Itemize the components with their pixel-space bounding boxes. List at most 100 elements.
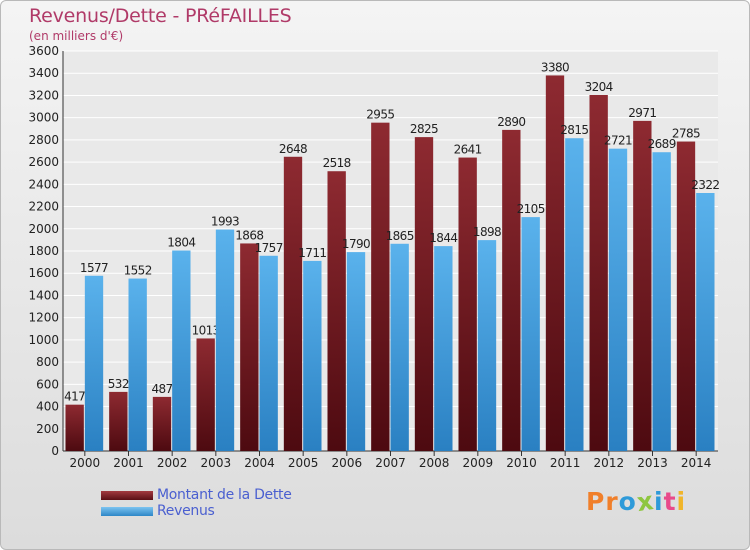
- logo-letter: i: [654, 487, 664, 516]
- legend-swatch-dette: [101, 490, 153, 500]
- data-label-revenus: 1993: [211, 215, 239, 229]
- y-tick-label: 400: [36, 400, 59, 414]
- bar-dette: [371, 122, 390, 452]
- bar-dette: [589, 95, 608, 451]
- bar-dette: [414, 137, 434, 451]
- x-tick-label: 2012: [594, 456, 625, 470]
- bar-revenus: [259, 255, 278, 451]
- y-tick-label: 800: [36, 355, 59, 369]
- data-label-revenus: 2105: [517, 202, 545, 216]
- x-tick-label: 2004: [244, 456, 275, 470]
- data-label-dette: 2648: [279, 142, 307, 156]
- data-label-dette: 3204: [585, 80, 613, 94]
- data-label-dette: 1013: [192, 323, 220, 337]
- x-tick-label: 2002: [157, 456, 188, 470]
- legend-label-dette: Montant de la Dette: [157, 487, 292, 503]
- logo-letter: t: [663, 487, 677, 516]
- y-tick-label: 1800: [28, 244, 59, 258]
- logo-letter: i: [676, 487, 687, 516]
- data-label-revenus: 2322: [691, 178, 719, 192]
- x-tick-label: 2003: [201, 456, 232, 470]
- data-label-revenus: 1898: [473, 225, 501, 239]
- x-tick-label: 2006: [332, 456, 363, 470]
- logo-letter: P: [586, 487, 606, 516]
- y-tick-label: 1200: [28, 311, 59, 325]
- y-tick-label: 3600: [28, 44, 59, 58]
- y-tick-label: 0: [51, 444, 59, 458]
- data-label-revenus: 1757: [255, 241, 283, 255]
- y-tick-label: 600: [36, 377, 59, 391]
- x-tick-label: 2013: [637, 456, 668, 470]
- bar-dette: [283, 156, 303, 451]
- logo-letter: r: [605, 487, 619, 516]
- data-label-revenus: 1711: [298, 246, 326, 260]
- data-label-revenus: 1577: [80, 261, 108, 275]
- bar-dette: [327, 171, 346, 451]
- bar-revenus: [652, 152, 671, 451]
- data-label-dette: 2955: [366, 108, 394, 122]
- data-label-revenus: 1844: [429, 231, 457, 245]
- bar-dette: [65, 404, 84, 451]
- bar-dette: [633, 120, 652, 451]
- proxiti-logo: Proxiti: [586, 486, 687, 517]
- bar-dette: [458, 157, 477, 452]
- data-label-revenus: 1552: [124, 264, 152, 278]
- bar-dette: [152, 396, 172, 451]
- y-tick-label: 1000: [28, 333, 59, 347]
- data-label-dette: 487: [151, 382, 172, 396]
- bar-revenus: [608, 148, 628, 451]
- data-label-dette: 2890: [497, 115, 525, 129]
- bar-revenus: [84, 275, 104, 451]
- bar-revenus: [565, 138, 584, 451]
- legend-label-revenus: Revenus: [157, 503, 215, 519]
- y-tick-label: 3200: [28, 88, 59, 102]
- bar-dette: [196, 338, 215, 451]
- y-tick-label: 200: [36, 422, 59, 436]
- bar-revenus: [128, 278, 147, 451]
- y-tick-label: 3400: [28, 66, 59, 80]
- bar-dette: [240, 243, 259, 451]
- data-label-dette: 532: [108, 377, 129, 391]
- bar-revenus: [477, 240, 497, 451]
- x-tick-label: 2007: [375, 456, 406, 470]
- data-label-revenus: 2815: [560, 123, 588, 137]
- y-tick-label: 2800: [28, 133, 59, 147]
- bar-dette: [109, 391, 128, 451]
- bar-dette: [502, 129, 521, 451]
- data-label-revenus: 1790: [342, 237, 370, 251]
- data-label-revenus: 1865: [386, 229, 414, 243]
- bar-revenus: [521, 217, 540, 451]
- x-tick-label: 2009: [463, 456, 494, 470]
- x-tick-label: 2010: [506, 456, 537, 470]
- legend-item-revenus[interactable]: Revenus: [101, 503, 292, 519]
- bar-revenus: [434, 246, 453, 451]
- y-tick-label: 2000: [28, 222, 59, 236]
- bar-dette: [676, 141, 696, 452]
- data-label-dette: 1868: [235, 228, 263, 242]
- legend-item-dette[interactable]: Montant de la Dette: [101, 487, 292, 503]
- chart-subtitle: (en milliers d'€): [29, 29, 124, 43]
- data-label-dette: 3380: [541, 60, 569, 74]
- logo-letter: o: [618, 487, 637, 516]
- bar-revenus: [303, 260, 322, 451]
- legend-swatch-revenus: [101, 506, 153, 516]
- y-tick-label: 3000: [28, 111, 59, 125]
- bar-dette: [545, 75, 565, 451]
- x-tick-label: 2000: [70, 456, 101, 470]
- y-tick-label: 2600: [28, 155, 59, 169]
- bar-revenus: [172, 250, 191, 451]
- data-label-dette: 417: [64, 390, 85, 404]
- y-tick-label: 2200: [28, 200, 59, 214]
- x-tick-label: 2001: [113, 456, 144, 470]
- y-tick-label: 1600: [28, 266, 59, 280]
- data-label-revenus: 2721: [604, 134, 632, 148]
- data-label-revenus: 2689: [648, 137, 676, 151]
- data-label-dette: 2785: [672, 127, 700, 141]
- x-tick-label: 2011: [550, 456, 581, 470]
- data-label-dette: 2971: [628, 106, 656, 120]
- y-tick-label: 1400: [28, 288, 59, 302]
- data-label-revenus: 1804: [167, 236, 195, 250]
- x-tick-label: 2005: [288, 456, 319, 470]
